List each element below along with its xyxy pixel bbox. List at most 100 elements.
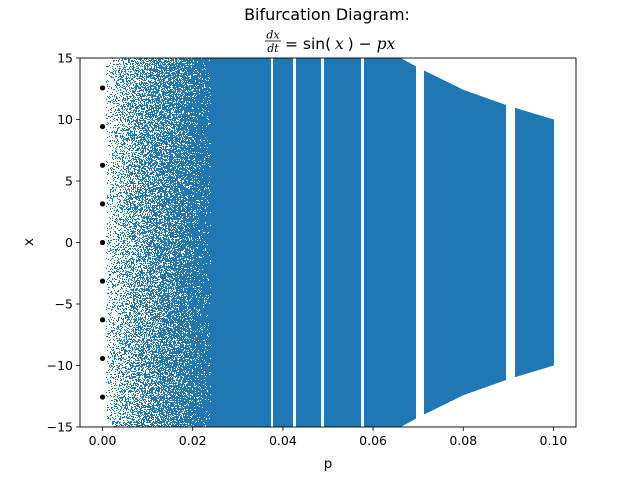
scatter-point: [129, 128, 130, 130]
scatter-point: [141, 81, 142, 85]
scatter-point: [133, 341, 134, 342]
scatter-point: [156, 74, 157, 77]
scatter-point: [154, 414, 155, 416]
scatter-point: [144, 225, 145, 226]
scatter-point: [152, 106, 153, 109]
scatter-point: [128, 341, 129, 342]
scatter-point: [125, 308, 126, 309]
scatter-point: [124, 374, 125, 375]
scatter-point: [116, 172, 117, 173]
scatter-point: [131, 131, 132, 133]
scatter-point: [116, 181, 117, 182]
scatter-point: [158, 174, 159, 178]
scatter-point: [151, 236, 152, 239]
scatter-point: [131, 362, 132, 364]
scatter-point: [124, 199, 125, 201]
scatter-point: [156, 417, 157, 419]
scatter-point: [149, 300, 150, 304]
scatter-point: [119, 201, 120, 203]
scatter-point: [125, 240, 126, 241]
scatter-point: [151, 207, 152, 208]
scatter-point: [154, 342, 155, 343]
scatter-point: [139, 122, 140, 123]
scatter-point: [157, 382, 158, 384]
scatter-point: [128, 112, 129, 113]
scatter-point: [132, 347, 133, 351]
scatter-point: [125, 108, 126, 109]
scatter-point: [116, 141, 117, 143]
scatter-point: [122, 128, 123, 130]
scatter-point: [148, 268, 149, 269]
scatter-point: [166, 255, 167, 257]
scatter-point: [118, 363, 119, 364]
scatter-point: [109, 365, 110, 367]
scatter-point: [133, 401, 134, 402]
scatter-point: [137, 99, 138, 100]
scatter-point: [126, 66, 127, 67]
scatter-point: [156, 96, 157, 97]
scatter-point: [159, 419, 160, 424]
scatter-point: [128, 251, 129, 252]
scatter-point: [158, 205, 159, 206]
scatter-point: [113, 377, 114, 379]
scatter-point: [155, 321, 156, 323]
scatter-point: [166, 85, 167, 89]
scatter-point: [120, 388, 121, 389]
scatter-point: [149, 339, 150, 341]
scatter-point: [108, 110, 109, 111]
scatter-point: [133, 419, 134, 421]
scatter-point: [160, 305, 161, 311]
scatter-point: [133, 158, 134, 161]
scatter-point: [122, 394, 123, 395]
scatter-point: [156, 414, 157, 416]
scatter-point: [164, 131, 165, 134]
scatter-point: [144, 82, 145, 84]
scatter-point: [107, 96, 108, 97]
scatter-point: [153, 300, 154, 302]
scatter-point: [130, 127, 131, 128]
scatter-point: [117, 271, 118, 272]
scatter-point: [146, 61, 147, 62]
scatter-point: [137, 309, 138, 312]
scatter-point: [165, 400, 166, 405]
scatter-point: [152, 176, 153, 178]
scatter-point: [106, 164, 107, 165]
scatter-point: [152, 329, 153, 335]
scatter-point: [160, 320, 161, 322]
scatter-point: [144, 348, 145, 350]
scatter-point: [147, 72, 148, 73]
scatter-point: [134, 71, 135, 72]
scatter-point: [118, 204, 119, 205]
scatter-point: [157, 133, 158, 136]
scatter-point: [137, 372, 138, 376]
scatter-point: [139, 203, 140, 206]
scatter-point: [147, 152, 148, 155]
scatter-point: [114, 206, 115, 207]
scatter-point: [133, 226, 134, 227]
scatter-point: [132, 98, 133, 99]
scatter-point: [114, 210, 115, 211]
scatter-point: [145, 332, 146, 334]
scatter-point: [113, 347, 114, 348]
scatter-point: [124, 88, 125, 89]
scatter-point: [153, 214, 154, 216]
scatter-point: [124, 299, 125, 300]
scatter-point: [135, 254, 136, 255]
scatter-point: [107, 246, 108, 247]
scatter-point: [130, 387, 131, 388]
scatter-point: [117, 257, 118, 258]
scatter-point: [150, 227, 151, 228]
scatter-point: [120, 355, 121, 356]
scatter-point: [161, 143, 162, 146]
scatter-point: [166, 235, 167, 240]
scatter-point: [142, 108, 143, 110]
scatter-point: [131, 203, 132, 204]
scatter-point: [143, 415, 144, 416]
scatter-point: [150, 402, 151, 404]
scatter-point: [148, 379, 149, 382]
scatter-point: [147, 158, 148, 159]
scatter-point: [139, 274, 140, 276]
scatter-point: [120, 143, 121, 144]
scatter-point: [120, 212, 121, 213]
scatter-point: [148, 61, 149, 62]
